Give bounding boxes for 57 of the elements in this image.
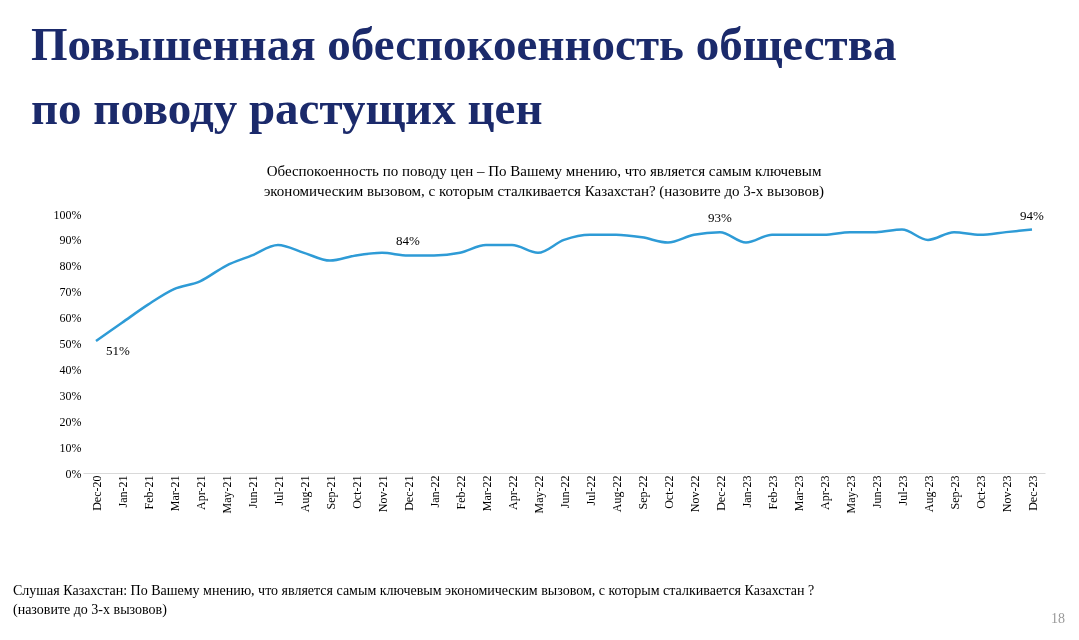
text: 18 bbox=[1051, 611, 1065, 626]
x-tick-label: Jun-21 bbox=[245, 475, 260, 509]
x-tick-label: May-22 bbox=[531, 475, 546, 514]
y-tick-label: 30% bbox=[59, 388, 82, 403]
y-tick-label: 10% bbox=[59, 440, 82, 455]
y-tick-label: 0% bbox=[65, 466, 82, 481]
y-tick-label: 20% bbox=[59, 414, 82, 429]
x-tick-label: Jan-22 bbox=[427, 475, 442, 508]
x-tick-label: Mar-21 bbox=[167, 475, 182, 512]
x-tick-label: May-23 bbox=[843, 475, 858, 514]
x-tick-label: Jul-23 bbox=[895, 475, 910, 506]
x-tick-label: Jun-22 bbox=[557, 475, 572, 509]
x-tick-label: Aug-21 bbox=[297, 475, 312, 513]
x-tick-label: Dec-23 bbox=[1025, 475, 1040, 511]
x-tick-label: Aug-22 bbox=[609, 475, 624, 513]
x-tick-label: Feb-23 bbox=[765, 475, 780, 510]
x-tick-label: Oct-22 bbox=[661, 475, 676, 509]
x-tick-label: Jan-21 bbox=[115, 475, 130, 508]
x-tick-label: Nov-23 bbox=[999, 475, 1014, 513]
x-tick-label: Sep-22 bbox=[635, 475, 650, 510]
y-tick-label: 40% bbox=[59, 362, 82, 377]
x-tick-label: Oct-23 bbox=[973, 475, 988, 509]
x-tick-label: Nov-21 bbox=[375, 475, 390, 513]
y-tick-label: 60% bbox=[59, 311, 82, 326]
chart-subtitle: Обеспокоенность по поводу цен – По Вашему мнению, что является самым ключевым экономическим вызовом, с которым сталкивается Казахстан? (назовите до 3-х вызовов) bbox=[263, 163, 825, 200]
x-tick-label: Jul-21 bbox=[271, 475, 286, 506]
x-tick-label: Apr-22 bbox=[505, 475, 520, 510]
x-tick-label: Dec-22 bbox=[713, 475, 728, 511]
x-tick-label: May-21 bbox=[219, 475, 234, 514]
text: Слушая Казахстан: По Вашему мнению, что является самым ключевым экономическим вызовом, с которым сталкивается Казахстан ? (назовите до 3-х вызовов) bbox=[13, 583, 815, 618]
y-tick-label: 100% bbox=[53, 207, 82, 222]
data-label: 94% bbox=[1020, 207, 1045, 223]
y-tick-label: 90% bbox=[59, 233, 82, 248]
y-tick-label: 70% bbox=[59, 285, 82, 300]
x-tick-label: Jul-22 bbox=[583, 475, 598, 506]
x-tick-label: Mar-23 bbox=[791, 475, 806, 512]
x-tick-label: Jun-23 bbox=[869, 475, 884, 509]
data-label: 51% bbox=[106, 342, 130, 358]
x-tick-label: Jan-23 bbox=[739, 475, 754, 508]
x-tick-label: Feb-21 bbox=[141, 475, 156, 510]
x-tick-label: Feb-22 bbox=[453, 475, 468, 510]
x-tick-label: Oct-21 bbox=[349, 475, 364, 509]
x-tick-label: Mar-22 bbox=[479, 475, 494, 512]
chart-title: Повышенная обеспокоенность общества по поводу растущих цен bbox=[31, 18, 897, 134]
x-tick-label: Dec-21 bbox=[401, 475, 416, 511]
x-tick-label: Dec-20 bbox=[89, 475, 104, 511]
line-series bbox=[94, 228, 1034, 343]
y-tick-label: 80% bbox=[59, 259, 82, 274]
x-tick-label: Sep-23 bbox=[947, 475, 962, 510]
x-tick-label: Apr-23 bbox=[817, 475, 832, 510]
data-label: 84% bbox=[396, 233, 421, 249]
x-tick-label: Aug-23 bbox=[921, 475, 936, 513]
data-label: 93% bbox=[708, 210, 733, 226]
x-tick-label: Nov-22 bbox=[687, 475, 702, 513]
y-tick-label: 50% bbox=[59, 337, 82, 351]
x-tick-label: Sep-21 bbox=[323, 475, 338, 510]
x-tick-label: Apr-21 bbox=[193, 475, 208, 510]
